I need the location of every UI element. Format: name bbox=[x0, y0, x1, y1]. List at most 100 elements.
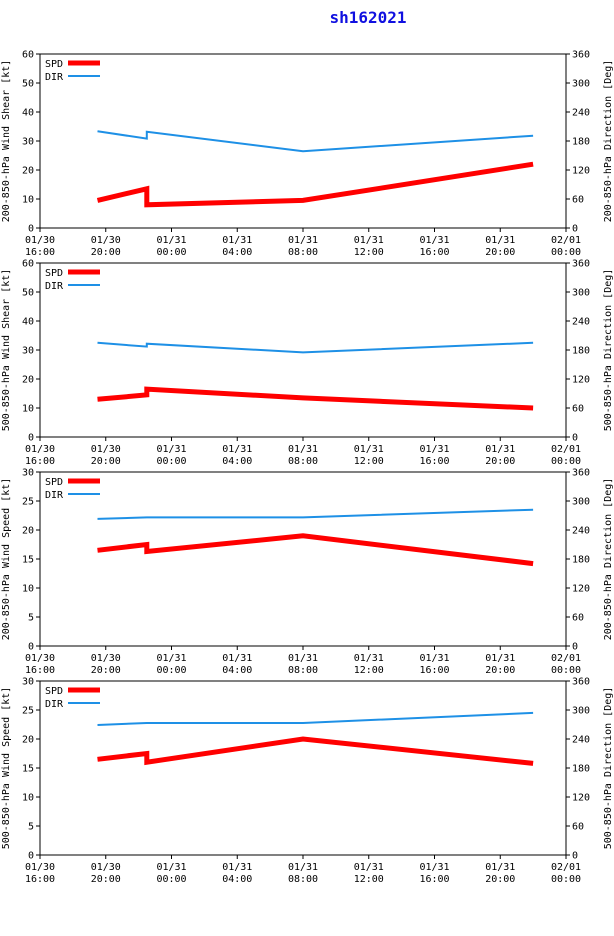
chart1-xtick-time: 16:00 bbox=[419, 247, 449, 258]
chart4-xtick-time: 12:00 bbox=[354, 874, 384, 885]
chart1-y2tick-label: 180 bbox=[572, 137, 590, 148]
chart2-xtick-date: 01/31 bbox=[419, 444, 449, 455]
chart4-y2tick-label: 360 bbox=[572, 677, 590, 688]
chart2-series-dir-line bbox=[97, 341, 534, 354]
chart1-xtick-date: 02/01 bbox=[551, 235, 581, 246]
chart1-y2tick-label: 240 bbox=[572, 108, 590, 119]
chart2-xtick-time: 04:00 bbox=[222, 456, 252, 467]
chart1-ytick-label: 0 bbox=[28, 224, 34, 235]
chart3-xtick-date: 01/31 bbox=[485, 653, 515, 664]
chart1-xtick-time: 00:00 bbox=[156, 247, 186, 258]
chart4-xtick-time: 04:00 bbox=[222, 874, 252, 885]
chart3-xtick-date: 01/31 bbox=[354, 653, 384, 664]
chart3-xtick-date: 01/31 bbox=[288, 653, 318, 664]
chart4-y2tick-label: 120 bbox=[572, 793, 590, 804]
chart3-y2label: 200-850-hPa Direction [Deg] bbox=[603, 478, 614, 641]
chart4-ytick-label: 30 bbox=[22, 677, 34, 688]
chart4-xtick-date: 01/31 bbox=[419, 862, 449, 873]
chart3-ytick-label: 20 bbox=[22, 526, 34, 537]
chart4-xtick-time: 20:00 bbox=[485, 874, 515, 885]
chart3-legend-dir-label: DIR bbox=[45, 490, 64, 501]
chart2-series-spd-line bbox=[97, 386, 534, 411]
chart2-y2tick-label: 180 bbox=[572, 346, 590, 357]
chart2-xtick-date: 01/31 bbox=[354, 444, 384, 455]
chart4-y2tick-label: 180 bbox=[572, 764, 590, 775]
chart2-xtick-time: 08:00 bbox=[288, 456, 318, 467]
chart1-y2tick-label: 0 bbox=[572, 224, 578, 235]
chart2-xtick-date: 01/30 bbox=[91, 444, 121, 455]
chart4-ylabel: 500-850-hPa Wind Speed [kt] bbox=[1, 687, 12, 850]
chart4-series-spd-line bbox=[97, 736, 534, 766]
chart3-xtick-date: 01/31 bbox=[419, 653, 449, 664]
chart3-xtick-date: 01/31 bbox=[156, 653, 186, 664]
chart4-xtick-date: 01/31 bbox=[156, 862, 186, 873]
chart2-xtick-time: 16:00 bbox=[25, 456, 55, 467]
chart4-frame bbox=[39, 680, 567, 856]
chart3-ytick-label: 25 bbox=[22, 497, 34, 508]
chart2-y2tick-label: 300 bbox=[572, 288, 590, 299]
chart3-xtick-time: 00:00 bbox=[156, 665, 186, 676]
chart1-xtick-time: 16:00 bbox=[25, 247, 55, 258]
chart4-y2label: 500-850-hPa Direction [Deg] bbox=[603, 687, 614, 850]
chart3-y2tick-label: 360 bbox=[572, 468, 590, 479]
chart3-y2tick-label: 60 bbox=[572, 613, 584, 624]
chart3-xtick-date: 01/30 bbox=[91, 653, 121, 664]
chart2-ytick-label: 60 bbox=[22, 259, 34, 270]
chart3-y2tick-label: 180 bbox=[572, 555, 590, 566]
chart2-ylabel: 500-850-hPa Wind Shear [kt] bbox=[1, 269, 12, 432]
chart2-xtick-time: 20:00 bbox=[485, 456, 515, 467]
chart4-xtick-time: 08:00 bbox=[288, 874, 318, 885]
chart2-ytick-label: 30 bbox=[22, 346, 34, 357]
chart4-xtick-date: 01/30 bbox=[25, 862, 55, 873]
chart1-xtick-date: 01/30 bbox=[91, 235, 121, 246]
chart1-xtick-date: 01/31 bbox=[419, 235, 449, 246]
chart1-xtick-time: 12:00 bbox=[354, 247, 384, 258]
chart2-xtick-date: 01/31 bbox=[156, 444, 186, 455]
chart1-ytick-label: 50 bbox=[22, 79, 34, 90]
chart2-legend-spd-label: SPD bbox=[45, 268, 63, 279]
chart3-ytick-label: 30 bbox=[22, 468, 34, 479]
chart2-xtick-time: 16:00 bbox=[419, 456, 449, 467]
chart4-legend-spd-label: SPD bbox=[45, 686, 63, 697]
chart2-xtick-date: 01/31 bbox=[222, 444, 252, 455]
chart1-ytick-label: 20 bbox=[22, 166, 34, 177]
chart4-series-dir-line bbox=[97, 711, 534, 726]
chart3-ytick-label: 15 bbox=[22, 555, 34, 566]
chart1-xtick-time: 04:00 bbox=[222, 247, 252, 258]
chart3-legend-spd-label: SPD bbox=[45, 477, 63, 488]
chart1-legend-spd-label: SPD bbox=[45, 59, 63, 70]
chart2-legend-dir-label: DIR bbox=[45, 281, 64, 292]
chart2-ytick-label: 40 bbox=[22, 317, 34, 328]
chart4-ytick-label: 0 bbox=[28, 851, 34, 862]
chart1-xtick-time: 08:00 bbox=[288, 247, 318, 258]
chart1-xtick-time: 20:00 bbox=[91, 247, 121, 258]
chart3-xtick-time: 20:00 bbox=[485, 665, 515, 676]
chart1-ytick-label: 60 bbox=[22, 50, 34, 61]
chart1-series-dir-line bbox=[97, 130, 534, 153]
chart2-y2label: 500-850-hPa Direction [Deg] bbox=[603, 269, 614, 432]
chart3-y2tick-label: 120 bbox=[572, 584, 590, 595]
chart1-ylabel: 200-850-hPa Wind Shear [kt] bbox=[1, 60, 12, 223]
chart4-xtick-time: 00:00 bbox=[551, 874, 581, 885]
chart2-ytick-label: 20 bbox=[22, 375, 34, 386]
chart4-y2tick-label: 240 bbox=[572, 735, 590, 746]
chart3-xtick-date: 02/01 bbox=[551, 653, 581, 664]
chart4-xtick-date: 01/31 bbox=[485, 862, 515, 873]
chart3-ytick-label: 0 bbox=[28, 642, 34, 653]
chart4-xtick-time: 20:00 bbox=[91, 874, 121, 885]
chart4-ytick-label: 15 bbox=[22, 764, 34, 775]
chart3-xtick-time: 08:00 bbox=[288, 665, 318, 676]
chart3-xtick-time: 04:00 bbox=[222, 665, 252, 676]
chart1-ytick-label: 10 bbox=[22, 195, 34, 206]
chart2-y2tick-label: 60 bbox=[572, 404, 584, 415]
chart2-y2tick-label: 240 bbox=[572, 317, 590, 328]
chart2-y2tick-label: 360 bbox=[572, 259, 590, 270]
chart2-ytick-label: 0 bbox=[28, 433, 34, 444]
chart1-y2tick-label: 300 bbox=[572, 79, 590, 90]
chart1-xtick-time: 20:00 bbox=[485, 247, 515, 258]
chart3-ytick-label: 10 bbox=[22, 584, 34, 595]
chart1-xtick-date: 01/31 bbox=[222, 235, 252, 246]
chart2-ytick-label: 50 bbox=[22, 288, 34, 299]
chart1-xtick-date: 01/31 bbox=[485, 235, 515, 246]
